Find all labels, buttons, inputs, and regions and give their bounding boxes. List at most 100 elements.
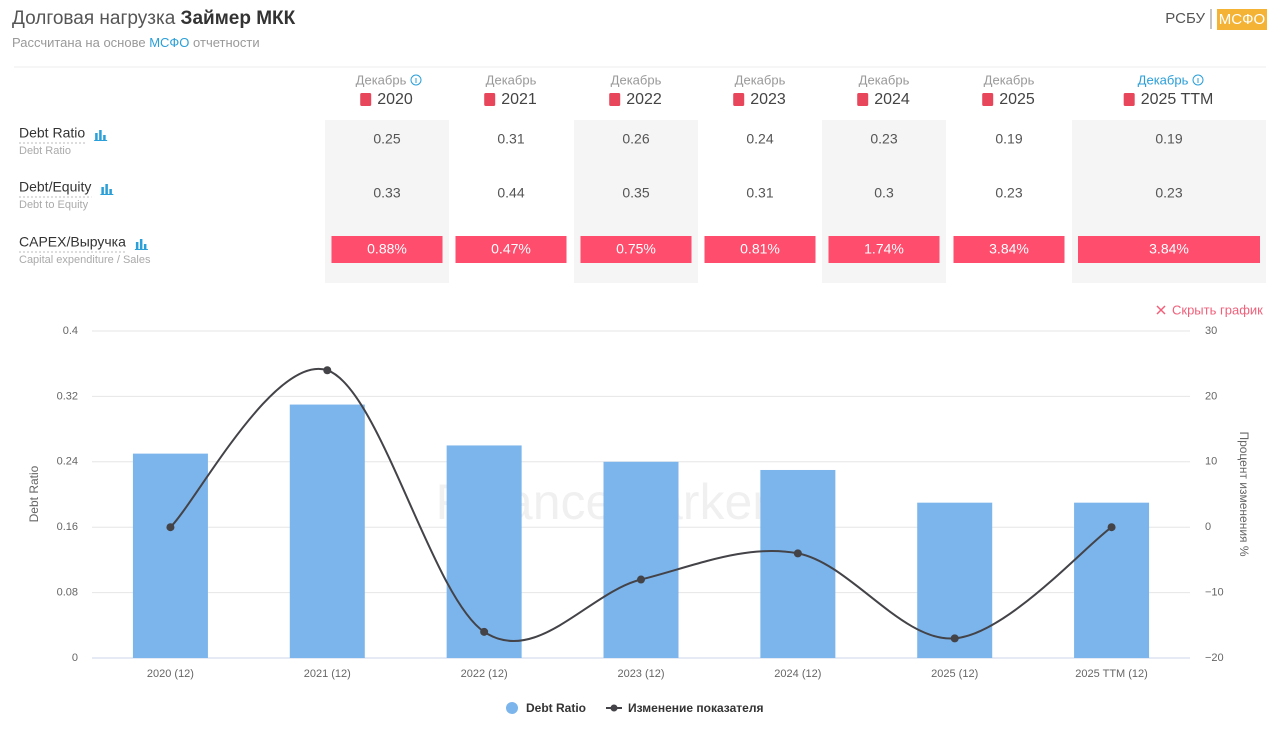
cell-value: 0.23 — [1155, 185, 1182, 201]
y-tick-label: 0.4 — [63, 325, 78, 337]
cell-value: 0.88% — [367, 241, 407, 257]
column-month: Декабрь — [356, 72, 407, 87]
chart-icon[interactable] — [135, 242, 139, 249]
chart-icon[interactable] — [143, 244, 147, 249]
title-prefix: Долговая нагрузка — [12, 8, 176, 29]
x-tick-label: 2021 (12) — [304, 668, 351, 680]
change-point — [950, 634, 959, 643]
column-year: 2021 — [501, 91, 537, 108]
pdf-icon[interactable] — [484, 93, 496, 106]
chart-icon[interactable] — [105, 184, 108, 194]
cell-value: 0.19 — [1155, 131, 1182, 147]
y2-tick-label: −20 — [1205, 652, 1224, 664]
y2-tick-label: 0 — [1205, 521, 1211, 533]
chart-icon[interactable] — [109, 189, 112, 194]
cell-value: 3.84% — [1149, 241, 1189, 257]
bar — [603, 461, 679, 658]
cell-value: 0.31 — [497, 131, 524, 147]
chart-icon[interactable] — [99, 130, 102, 140]
title-company: Займер МКК — [181, 8, 296, 29]
column-month: Декабрь — [984, 72, 1035, 87]
column-year: 2025 TTM — [1141, 91, 1214, 108]
y2-tick-label: 10 — [1205, 456, 1217, 468]
cell-value: 0.23 — [870, 131, 897, 147]
subtitle-suffix: отчетности — [193, 35, 260, 50]
row-name: Debt/Equity — [19, 179, 91, 195]
column-month: Декабрь — [1138, 72, 1189, 87]
legend-symbol-dot[interactable] — [610, 704, 618, 712]
cell-value: 0.25 — [373, 131, 400, 147]
change-point — [323, 366, 332, 375]
chart-icon[interactable] — [139, 239, 143, 249]
chart-icon[interactable] — [101, 187, 104, 194]
row-description: Debt Ratio — [19, 145, 71, 157]
cell-value: 0.31 — [746, 185, 773, 201]
column-year: 2022 — [626, 91, 662, 108]
y2-tick-label: −10 — [1205, 587, 1224, 599]
x-tick-label: 2022 (12) — [461, 668, 508, 680]
y-axis-label: Debt Ratio — [27, 465, 41, 522]
value-badge — [455, 236, 567, 263]
chart-icon[interactable] — [95, 133, 98, 140]
row-description: Debt to Equity — [19, 199, 89, 211]
bar — [289, 404, 365, 658]
subtitle: Рассчитана на основе МСФО отчетности — [12, 35, 260, 50]
value-badge — [580, 236, 692, 263]
cell-value: 0.47% — [491, 241, 531, 257]
legend-label[interactable]: Изменение показателя — [628, 701, 763, 715]
column-year: 2025 — [999, 91, 1035, 108]
legend-symbol[interactable] — [506, 702, 518, 714]
page-title: Долговая нагрузка Займер МКК — [12, 8, 296, 29]
standard-active-bg — [1217, 9, 1267, 30]
cell-value: 0.33 — [373, 185, 400, 201]
column-month: Декабрь — [859, 72, 910, 87]
y-tick-label: 0.08 — [57, 587, 78, 599]
change-point — [480, 627, 489, 636]
y-tick-label: 0.32 — [57, 390, 78, 402]
value-badge — [704, 236, 816, 263]
pdf-icon[interactable] — [857, 93, 869, 106]
info-icon — [1192, 74, 1204, 86]
y2-tick-label: 20 — [1205, 390, 1217, 402]
legend-label[interactable]: Debt Ratio — [526, 701, 586, 715]
row-name: Debt Ratio — [19, 125, 85, 141]
bar — [132, 453, 208, 658]
chart-icon[interactable] — [103, 135, 106, 140]
cell-value: 0.26 — [622, 131, 649, 147]
pdf-icon[interactable] — [982, 93, 994, 106]
change-point — [1107, 523, 1116, 532]
y2-tick-label: 30 — [1205, 325, 1217, 337]
subtitle-prefix: Рассчитана на основе — [12, 35, 146, 50]
pdf-icon[interactable] — [733, 93, 745, 106]
y2-axis-label: Процент изменения % — [1237, 431, 1251, 556]
column-year: 2020 — [377, 91, 413, 108]
x-tick-label: 2025 TTM (12) — [1075, 668, 1148, 680]
chart: FinanceMarker.ru00.080.160.240.320.4−20−… — [27, 325, 1251, 715]
bar — [760, 469, 836, 658]
pdf-icon[interactable] — [360, 93, 372, 106]
cell-value: 0.3 — [874, 185, 894, 201]
pdf-icon[interactable] — [1123, 93, 1135, 106]
value-badge — [331, 236, 443, 263]
bar — [446, 445, 522, 658]
hide-chart[interactable]: Скрыть график — [1172, 302, 1263, 317]
row-description: Capital expenditure / Sales — [19, 254, 151, 266]
table: Декабрь 2020 Декабрь 2021 Декабрь 2022 Декабрь… — [19, 72, 1266, 283]
cell-value: 0.19 — [995, 131, 1022, 147]
y-tick-label: 0.24 — [57, 456, 78, 468]
y-tick-label: 0.16 — [57, 521, 78, 533]
column-month: Декабрь — [735, 72, 786, 87]
x-tick-label: 2024 (12) — [774, 668, 821, 680]
pdf-icon[interactable] — [609, 93, 621, 106]
standard-msfo[interactable]: МСФО — [1219, 11, 1265, 28]
column-year: 2024 — [874, 91, 910, 108]
close-icon[interactable] — [1156, 305, 1166, 315]
column-month: Декабрь — [486, 72, 537, 87]
x-tick-label: 2020 (12) — [147, 668, 194, 680]
change-point — [793, 549, 802, 558]
value-badge — [828, 236, 940, 263]
x-tick-label: 2023 (12) — [617, 668, 664, 680]
standard-rsbu[interactable]: РСБУ — [1165, 10, 1205, 27]
subtitle-link[interactable]: МСФО — [149, 35, 189, 50]
